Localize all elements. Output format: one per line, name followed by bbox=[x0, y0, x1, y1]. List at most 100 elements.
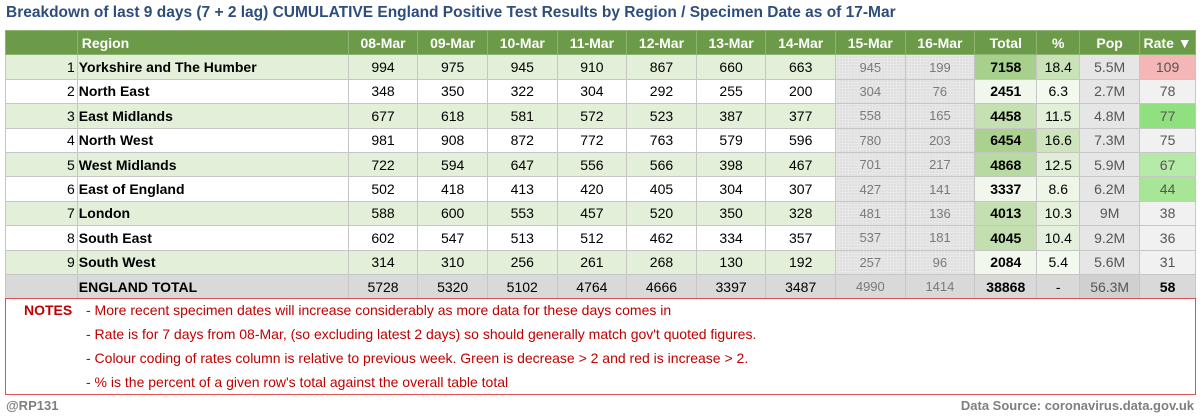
table-row: 7 London 588 600 553 457 520 350 328 481 136 4013 10… bbox=[5, 200, 1196, 227]
day-value: 602 bbox=[347, 225, 419, 251]
day-value: 192 bbox=[765, 249, 836, 275]
day-value: 334 bbox=[695, 225, 767, 251]
row-population: 4.8M bbox=[1079, 103, 1141, 129]
header-total: Total bbox=[974, 29, 1038, 56]
day-value: 165 bbox=[904, 103, 976, 129]
day-value: 994 bbox=[347, 54, 419, 80]
england-percent: - bbox=[1036, 273, 1081, 300]
row-percent: 11.5 bbox=[1036, 103, 1081, 129]
header-date: 13-Mar bbox=[695, 29, 767, 56]
day-value: 981 bbox=[347, 127, 419, 153]
table-row: 5 West Midlands 722 594 647 556 566 398 467 701 21… bbox=[5, 151, 1196, 178]
day-value: 413 bbox=[486, 176, 558, 202]
day-value: 377 bbox=[765, 103, 836, 129]
day-value: 199 bbox=[904, 54, 976, 80]
day-value: 3487 bbox=[765, 273, 836, 300]
day-value: 512 bbox=[556, 225, 628, 251]
header-pop: Pop bbox=[1079, 29, 1141, 56]
day-value: 427 bbox=[835, 176, 906, 202]
row-percent: 16.6 bbox=[1036, 127, 1081, 153]
day-value: 420 bbox=[556, 176, 628, 202]
region-name: London bbox=[76, 200, 349, 227]
day-value: 268 bbox=[626, 249, 697, 275]
england-total-row: ENGLAND TOTAL 5728 5320 5102 4764 4666 3397 348… bbox=[5, 273, 1196, 300]
region-name: Yorkshire and The Humber bbox=[76, 54, 349, 80]
day-value: 467 bbox=[765, 151, 836, 178]
row-percent: 5.4 bbox=[1036, 249, 1081, 275]
day-value: 4764 bbox=[556, 273, 628, 300]
day-value: 348 bbox=[347, 78, 419, 105]
day-value: 457 bbox=[556, 200, 628, 227]
note-line: - Colour coding of rates column is relat… bbox=[86, 350, 749, 366]
day-value: 910 bbox=[556, 54, 628, 80]
day-value: 872 bbox=[486, 127, 558, 153]
day-value: 328 bbox=[765, 200, 836, 227]
region-name: South East bbox=[76, 225, 349, 251]
row-rate: 78 bbox=[1139, 78, 1196, 105]
day-value: 141 bbox=[904, 176, 976, 202]
header-rank bbox=[5, 29, 78, 56]
day-value: 701 bbox=[835, 151, 906, 178]
day-value: 405 bbox=[626, 176, 697, 202]
header-rate-sort[interactable]: Rate ▼ bbox=[1139, 29, 1196, 56]
notes-label: NOTES bbox=[24, 302, 73, 318]
day-value: 130 bbox=[695, 249, 767, 275]
day-value: 3397 bbox=[695, 273, 767, 300]
row-total: 7158 bbox=[974, 54, 1038, 80]
header-date: 08-Mar bbox=[347, 29, 419, 56]
row-population: 5.5M bbox=[1079, 54, 1141, 80]
day-value: 566 bbox=[626, 151, 697, 178]
day-value: 975 bbox=[417, 54, 488, 80]
day-value: 660 bbox=[695, 54, 767, 80]
day-value: 581 bbox=[486, 103, 558, 129]
row-population: 9M bbox=[1079, 200, 1141, 227]
day-value: 537 bbox=[835, 225, 906, 251]
row-rank: 4 bbox=[5, 127, 78, 153]
row-percent: 10.4 bbox=[1036, 225, 1081, 251]
day-value: 556 bbox=[556, 151, 628, 178]
row-percent: 18.4 bbox=[1036, 54, 1081, 80]
row-population: 5.6M bbox=[1079, 249, 1141, 275]
region-name: North West bbox=[76, 127, 349, 153]
header-date: 10-Mar bbox=[486, 29, 558, 56]
england-rate: 58 bbox=[1139, 273, 1196, 300]
row-percent: 10.3 bbox=[1036, 200, 1081, 227]
region-name: South West bbox=[76, 249, 349, 275]
note-line: - Rate is for 7 days from 08-Mar, (so ex… bbox=[86, 326, 757, 342]
header-date: 15-Mar bbox=[835, 29, 906, 56]
row-rate: 36 bbox=[1139, 225, 1196, 251]
day-value: 307 bbox=[765, 176, 836, 202]
table-row: 6 East of England 502 418 413 420 405 304 307 427… bbox=[5, 176, 1196, 202]
day-value: 350 bbox=[695, 200, 767, 227]
row-rank: 7 bbox=[5, 200, 78, 227]
day-value: 772 bbox=[556, 127, 628, 153]
day-value: 350 bbox=[417, 78, 488, 105]
table-row: 2 North East 348 350 322 304 292 255 200 304 76 245… bbox=[5, 78, 1196, 105]
header-date: 09-Mar bbox=[417, 29, 488, 56]
day-value: 663 bbox=[765, 54, 836, 80]
day-value: 462 bbox=[626, 225, 697, 251]
day-value: 513 bbox=[486, 225, 558, 251]
table-row: 9 South West 314 310 256 261 268 130 192 257 96 208… bbox=[5, 249, 1196, 275]
table-row: 3 East Midlands 677 618 581 572 523 387 377 558 16… bbox=[5, 103, 1196, 129]
day-value: 1414 bbox=[904, 273, 976, 300]
header-percent: % bbox=[1036, 29, 1081, 56]
header-date: 11-Mar bbox=[556, 29, 628, 56]
row-total: 6454 bbox=[974, 127, 1038, 153]
day-value: 5320 bbox=[417, 273, 488, 300]
day-value: 203 bbox=[904, 127, 976, 153]
row-rank: 6 bbox=[5, 176, 78, 202]
notes-box: NOTES - More recent specimen dates will … bbox=[5, 298, 1196, 395]
day-value: 647 bbox=[486, 151, 558, 178]
day-value: 76 bbox=[904, 78, 976, 105]
day-value: 357 bbox=[765, 225, 836, 251]
day-value: 502 bbox=[347, 176, 419, 202]
row-rate: 38 bbox=[1139, 200, 1196, 227]
row-population: 5.9M bbox=[1079, 151, 1141, 178]
row-rate: 44 bbox=[1139, 176, 1196, 202]
day-value: 596 bbox=[765, 127, 836, 153]
row-percent: 8.6 bbox=[1036, 176, 1081, 202]
day-value: 867 bbox=[626, 54, 697, 80]
day-value: 763 bbox=[626, 127, 697, 153]
day-value: 594 bbox=[417, 151, 488, 178]
